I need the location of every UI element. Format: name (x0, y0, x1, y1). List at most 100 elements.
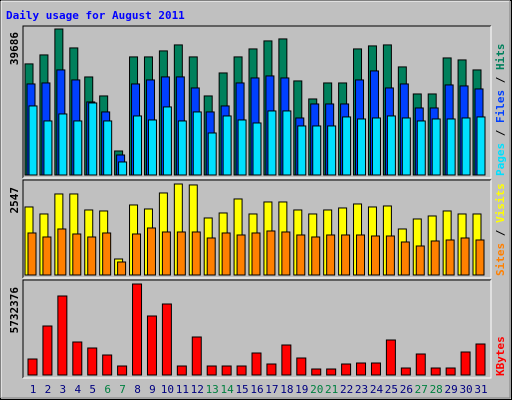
bar (282, 110, 292, 176)
x-tick-label: 22 (340, 383, 353, 396)
bar (88, 102, 98, 176)
bar (356, 362, 367, 376)
bar (251, 352, 262, 376)
bar (27, 232, 37, 276)
bar (192, 111, 202, 176)
bar (237, 119, 247, 176)
bar (400, 367, 411, 376)
bar (222, 115, 232, 176)
bar (146, 315, 157, 376)
bar (191, 231, 201, 276)
y-tick-label: 2547 (8, 187, 21, 214)
panel-bevel (22, 25, 491, 178)
bar (43, 120, 53, 176)
bar (27, 358, 38, 376)
legend-entry: KBytes (494, 336, 507, 376)
legend-separator: / (494, 70, 507, 90)
bar (415, 353, 426, 376)
legend-entry: Visits (494, 183, 507, 223)
bar (72, 233, 82, 276)
x-tick-label: 4 (74, 383, 81, 396)
bar (431, 118, 441, 176)
panel-bevel (23, 280, 492, 379)
y-tick-label: 5732376 (8, 287, 21, 334)
bar (476, 116, 486, 176)
bar (415, 245, 425, 276)
x-tick-label: 20 (310, 383, 323, 396)
bar (370, 235, 380, 276)
bar (42, 236, 52, 276)
x-tick-label: 11 (176, 383, 189, 396)
x-tick-label: 12 (191, 383, 204, 396)
x-tick-label: 2 (45, 383, 52, 396)
bar (147, 119, 157, 176)
legend-entry: Pages (494, 143, 507, 176)
bar (296, 357, 307, 376)
legend: Pages / Files / Hits (494, 44, 507, 177)
bar (73, 120, 83, 176)
x-tick-label: 6 (104, 383, 111, 396)
bar (133, 115, 143, 176)
bar (475, 343, 486, 376)
bar (311, 236, 321, 276)
panel-bevel (23, 26, 492, 179)
bar (221, 232, 231, 276)
bar (327, 125, 337, 176)
x-tick-label: 10 (161, 383, 174, 396)
bar (370, 362, 381, 376)
bar (281, 231, 291, 276)
bar (57, 295, 68, 376)
legend-separator: / (494, 223, 507, 243)
bar (475, 239, 485, 276)
bar (118, 161, 128, 176)
x-tick-label: 26 (400, 383, 413, 396)
bar (57, 228, 67, 276)
bar (297, 125, 307, 176)
x-tick-label: 28 (430, 383, 443, 396)
bar (385, 339, 396, 376)
bar (342, 116, 352, 176)
panel-bevel (22, 179, 491, 278)
bar (28, 105, 38, 176)
x-tick-label: 15 (235, 383, 248, 396)
panel-bevel (22, 279, 491, 378)
bar (326, 234, 336, 276)
bar (416, 120, 426, 176)
x-tick-label: 24 (370, 383, 384, 396)
bar (42, 325, 53, 376)
bar (430, 240, 440, 276)
x-tick-label: 1 (30, 383, 37, 396)
bar (267, 110, 277, 176)
bar (58, 113, 68, 176)
x-tick-label: 31 (474, 383, 487, 396)
panel-bevel (23, 180, 492, 279)
x-tick-label: 13 (206, 383, 219, 396)
bar (356, 234, 366, 276)
bar (296, 234, 306, 276)
x-tick-label: 19 (295, 383, 308, 396)
y-tick-label: 39686 (8, 32, 21, 65)
bar (460, 237, 470, 276)
legend-entry: Sites (494, 243, 507, 276)
bar (281, 344, 292, 376)
bar (371, 117, 381, 176)
bar (460, 351, 471, 376)
x-tick-label: 29 (445, 383, 458, 396)
legend: Sites / Visits (494, 183, 507, 276)
x-tick-label: 5 (89, 383, 96, 396)
bar (430, 367, 441, 376)
bar (312, 125, 322, 176)
bar (102, 232, 112, 276)
bar (87, 347, 98, 376)
bar (445, 239, 455, 276)
bar (72, 341, 83, 376)
bar (266, 230, 276, 276)
legend-entry: Hits (494, 44, 507, 71)
x-tick-label: 25 (385, 383, 398, 396)
x-tick-label: 8 (134, 383, 141, 396)
bar (236, 365, 247, 376)
bar (400, 241, 410, 276)
x-tick-label: 17 (265, 383, 278, 396)
bar (117, 365, 128, 376)
